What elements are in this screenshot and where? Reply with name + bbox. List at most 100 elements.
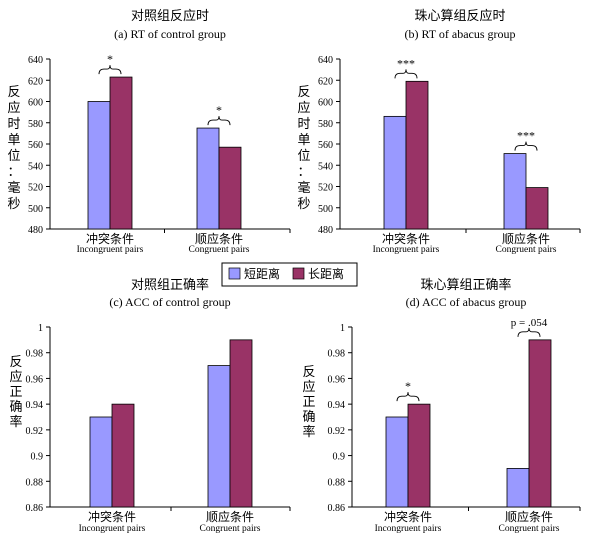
y-tick-label: 520 bbox=[28, 183, 43, 194]
chart-title: 珠心算组正确率 bbox=[420, 277, 511, 293]
y-axis-label-char: 秒 bbox=[297, 197, 310, 212]
bar bbox=[407, 403, 431, 508]
y-axis-label-char: 应 bbox=[302, 379, 315, 395]
bar bbox=[207, 365, 231, 508]
bar bbox=[229, 339, 253, 508]
y-axis-label-char: 正 bbox=[9, 385, 22, 400]
legend-swatch-short bbox=[228, 267, 241, 280]
y-axis-label-char: 毫 bbox=[297, 180, 310, 196]
x-category-label: 顺应条件 bbox=[206, 509, 254, 524]
y-tick-label: 480 bbox=[318, 225, 333, 236]
y-tick-label: 0.88 bbox=[26, 477, 44, 488]
y-tick-label: 0.9 bbox=[333, 452, 346, 463]
x-category-label: 冲突条件 bbox=[88, 509, 136, 524]
y-tick-label: 480 bbox=[28, 225, 43, 236]
chart-subtitle: (d) ACC of abacus group bbox=[406, 295, 527, 309]
significance-label: * bbox=[405, 379, 411, 393]
y-axis-label-char: 反 bbox=[297, 85, 310, 100]
y-axis-label-char: 应 bbox=[7, 100, 20, 116]
x-category-sublabel: Incongruent pairs bbox=[77, 245, 144, 255]
significance-bracket bbox=[514, 141, 538, 151]
significance-label: p = .054 bbox=[511, 317, 548, 329]
y-tick-label: 0.92 bbox=[328, 426, 346, 437]
bar bbox=[111, 403, 135, 508]
x-category-label: 顺应条件 bbox=[195, 231, 243, 246]
y-tick-label: 560 bbox=[28, 140, 43, 151]
y-tick-label: 640 bbox=[28, 55, 43, 66]
y-axis-label-char: 反 bbox=[7, 85, 20, 100]
y-axis-label-char: 正 bbox=[302, 395, 315, 410]
bar bbox=[87, 101, 111, 230]
y-tick-label: 600 bbox=[28, 98, 43, 109]
chart-title: 珠心算组反应时 bbox=[414, 8, 505, 24]
y-axis-label-char: 率 bbox=[302, 424, 315, 440]
bar bbox=[383, 115, 407, 230]
significance-bracket bbox=[98, 65, 122, 75]
y-tick-label: 0.88 bbox=[328, 477, 346, 488]
y-tick-label: 0.92 bbox=[26, 426, 44, 437]
x-category-sublabel: Incongruent pairs bbox=[375, 524, 442, 534]
y-axis-label-char: 应 bbox=[297, 100, 310, 116]
legend-label-short: 短距离 bbox=[244, 266, 280, 281]
y-axis-label-char: 毫 bbox=[7, 180, 20, 196]
bar bbox=[385, 416, 409, 508]
bar bbox=[525, 187, 549, 230]
bar bbox=[196, 127, 220, 230]
x-category-sublabel: Congruent pairs bbox=[189, 245, 250, 255]
significance-label: * bbox=[216, 103, 222, 117]
y-tick-label: 580 bbox=[318, 119, 333, 130]
y-axis-label-char: 确 bbox=[9, 400, 22, 415]
y-axis-label-char: 时 bbox=[7, 117, 20, 132]
legend: 短距离 长距离 bbox=[221, 262, 358, 287]
y-axis-label-char: ： bbox=[297, 165, 310, 180]
y-axis-label-char: 位 bbox=[7, 149, 20, 164]
y-axis-label-char: ： bbox=[7, 165, 20, 180]
y-tick-label: 620 bbox=[28, 76, 43, 87]
y-tick-label: 0.94 bbox=[26, 400, 44, 411]
x-category-sublabel: Congruent pairs bbox=[496, 245, 557, 255]
x-category-sublabel: Congruent pairs bbox=[499, 524, 560, 534]
chart-title: 对照组反应时 bbox=[131, 8, 209, 24]
bar bbox=[506, 468, 530, 508]
y-tick-label: 500 bbox=[28, 204, 43, 215]
y-tick-label: 0.96 bbox=[328, 374, 346, 385]
bar bbox=[503, 153, 527, 230]
bar bbox=[89, 416, 113, 508]
legend-label-long: 长距离 bbox=[308, 266, 344, 281]
y-axis-label-char: 确 bbox=[302, 410, 315, 425]
y-tick-label: 640 bbox=[318, 55, 333, 66]
y-tick-label: 620 bbox=[318, 76, 333, 87]
y-tick-label: 540 bbox=[28, 161, 43, 172]
x-category-label: 冲突条件 bbox=[86, 231, 134, 246]
significance-label: *** bbox=[397, 56, 415, 70]
bar bbox=[218, 146, 242, 230]
y-tick-label: 580 bbox=[28, 119, 43, 130]
y-tick-label: 0.98 bbox=[26, 349, 44, 360]
x-category-sublabel: Incongruent pairs bbox=[373, 245, 440, 255]
y-tick-label: 0.94 bbox=[328, 400, 346, 411]
x-category-label: 顺应条件 bbox=[505, 509, 553, 524]
chart-subtitle: (b) RT of abacus group bbox=[404, 27, 515, 41]
x-category-label: 冲突条件 bbox=[384, 509, 432, 524]
y-axis-label-char: 位 bbox=[297, 149, 310, 164]
y-axis-label-char: 反 bbox=[9, 355, 22, 370]
x-category-sublabel: Congruent pairs bbox=[200, 524, 261, 534]
x-category-sublabel: Incongruent pairs bbox=[79, 524, 146, 534]
significance-bracket bbox=[396, 392, 420, 402]
bar bbox=[405, 80, 429, 230]
chart-title: 对照组正确率 bbox=[131, 277, 209, 293]
y-tick-label: 0.98 bbox=[328, 349, 346, 360]
x-category-label: 顺应条件 bbox=[502, 231, 550, 246]
significance-label: *** bbox=[517, 129, 535, 143]
y-tick-label: 560 bbox=[318, 140, 333, 151]
y-tick-label: 0.86 bbox=[26, 503, 44, 514]
chart-subtitle: (c) ACC of control group bbox=[109, 295, 230, 309]
x-category-label: 冲突条件 bbox=[382, 231, 430, 246]
y-tick-label: 0.9 bbox=[31, 452, 44, 463]
y-tick-label: 500 bbox=[318, 204, 333, 215]
bar bbox=[109, 76, 133, 230]
y-tick-label: 540 bbox=[318, 161, 333, 172]
